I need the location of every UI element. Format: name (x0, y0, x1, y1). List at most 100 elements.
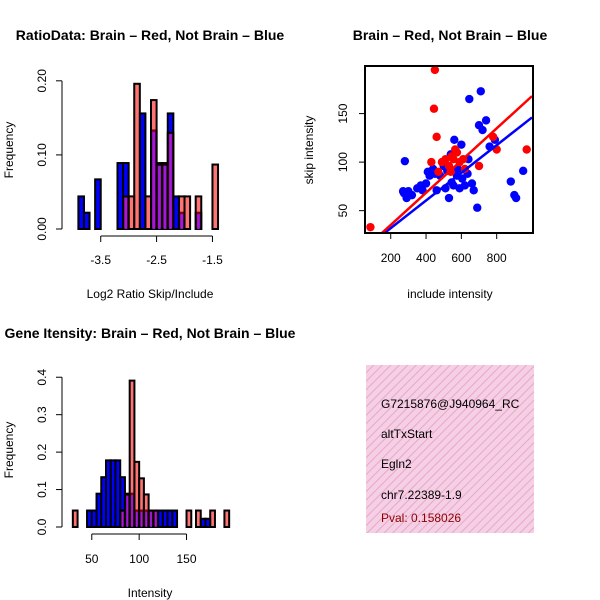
scatter-point-notbrain-8 (418, 186, 427, 195)
intensity-axes: 50 100 150 0.0 0.1 0.2 0.3 0.4 (35, 369, 197, 566)
intensity-bar-brain-10 (195, 509, 202, 528)
scatter-x-tick-label-1: 400 (416, 251, 436, 265)
event-type: altTxStart (381, 427, 433, 441)
intensity-y-tick-label-2: 0.2 (35, 443, 49, 460)
scatter-marks (366, 67, 532, 232)
scatter-y-tick-label-0: 50 (336, 204, 350, 218)
intensity-x-tick-label-1: 100 (129, 552, 149, 566)
scatter-point-notbrain-45 (511, 193, 521, 203)
intensity-bar-brain-0 (71, 509, 79, 528)
ratio-ylabel: Frequency (2, 122, 16, 179)
intensity-bar-overlap-12 (145, 512, 148, 527)
ratio-bar-brain-9 (183, 195, 192, 230)
scatter-plot: Brain – Red, Not Brain – Blue 200 400 600 8… (302, 27, 547, 301)
intensity-bar-overlap-7 (121, 512, 124, 527)
scatter-point-notbrain-23 (450, 135, 459, 144)
ratio-x-tick-label-0: -3.5 (90, 253, 111, 267)
ratio-bar-overlap-11 (180, 214, 184, 229)
intensity-bar-overlap-8 (126, 495, 129, 527)
scatter-fit-notbrain (383, 116, 532, 232)
info-box-background (366, 365, 534, 533)
intensity-histogram: Gene Itensity: Brain – Red, Not Brain – … (2, 325, 296, 600)
scatter-fit-brain (381, 95, 532, 232)
ratio-x-tick-label-2: -1.5 (202, 253, 223, 267)
intensity-x-tick-label-2: 150 (177, 552, 197, 566)
scatter-point-notbrain-46 (518, 166, 528, 176)
probe-id: G7215876@J940964_RC (381, 397, 520, 411)
intensity-bar-brain-12 (223, 509, 231, 528)
scatter-point-brain-1 (427, 157, 436, 167)
scatter-point-brain-3 (430, 67, 440, 75)
intensity-bars (71, 379, 231, 529)
scatter-point-brain-4 (432, 132, 441, 142)
ratio-bar-notbrain-2 (94, 178, 102, 230)
ratio-histogram: RatioData: Brain – Red, Not Brain – Blue… (2, 27, 284, 301)
scatter-point-notbrain-30 (460, 181, 470, 190)
scatter-point-notbrain-28 (457, 140, 466, 149)
intensity-bar-overlap-13 (150, 512, 152, 527)
scatter-point-notbrain-39 (478, 125, 487, 135)
scatter-point-notbrain-29 (458, 174, 467, 183)
scatter-point-notbrain-34 (467, 179, 477, 188)
scatter-point-notbrain-5 (407, 190, 417, 200)
intensity-bar-overlap-11 (140, 512, 143, 527)
scatter-point-brain-17 (474, 161, 484, 171)
intensity-x-tick-label-0: 50 (85, 552, 99, 566)
ratio-xlabel: Log2 Ratio Skip/Include (87, 287, 214, 301)
ratio-bar-overlap-12 (197, 214, 200, 229)
genomic-location: chr7.22389-1.9 (381, 488, 462, 502)
scatter-point-notbrain-2 (400, 156, 410, 166)
ratio-x-tick-label-1: -2.5 (146, 253, 167, 267)
ratio-y-tick-label-2: 0.20 (35, 69, 49, 93)
scatter-point-notbrain-38 (476, 87, 485, 96)
scatter-point-notbrain-19 (444, 193, 454, 203)
ratio-bars (77, 82, 220, 231)
scatter-point-notbrain-40 (481, 116, 491, 125)
ratio-bar-overlap-8 (163, 166, 167, 229)
scatter-points (366, 67, 532, 232)
ratio-bar-brain-2 (133, 82, 141, 230)
pval-label: Pval: 0.158026 (381, 511, 461, 525)
intensity-bar-overlap-9 (131, 495, 133, 527)
intensity-ylabel: Frequency (2, 422, 16, 479)
ratio-bar-overlap-6 (152, 131, 156, 229)
intensity-y-tick-label-4: 0.4 (35, 369, 49, 386)
scatter-point-brain-20 (522, 145, 531, 154)
intensity-bar-overlap-10 (135, 512, 138, 527)
intensity-bar-notbrain-18 (171, 509, 179, 528)
intensity-y-tick-label-3: 0.3 (35, 406, 49, 423)
scatter-x-tick-label-3: 800 (487, 251, 507, 265)
ratio-bar-overlap-9 (169, 134, 172, 229)
scatter-point-brain-0 (366, 222, 375, 232)
scatter-x-tick-label-0: 200 (381, 251, 401, 265)
intensity-bar-overlap-14 (154, 512, 157, 527)
scatter-point-brain-5 (434, 167, 443, 177)
scatter-point-notbrain-9 (421, 179, 431, 188)
gene-name: Egln2 (381, 457, 412, 471)
scatter-point-notbrain-43 (506, 177, 516, 186)
ratio-bar-overlap-4 (124, 197, 128, 229)
scatter-point-brain-13 (452, 148, 462, 157)
ratio-bar-brain-11 (211, 163, 220, 230)
ratio-axes: -3.5 -2.5 -1.5 0.00 0.10 0.20 (35, 69, 223, 267)
intensity-bar-brain-11 (209, 509, 216, 528)
scatter-point-notbrain-33 (465, 94, 474, 104)
intensity-bar-brain-9 (185, 509, 193, 528)
scatter-y-tick-label-2: 150 (336, 103, 350, 123)
scatter-title: Brain – Red, Not Brain – Blue (353, 27, 548, 43)
ratio-y-tick-label-1: 0.10 (35, 143, 49, 167)
scatter-axes: 200 400 600 800 50 100 150 (336, 103, 507, 265)
ratio-title: RatioData: Brain – Red, Not Brain – Blue (16, 27, 285, 43)
ratio-bar-overlap-7 (158, 166, 161, 229)
info-box: G7215876@J940964_RC altTxStart Egln2 chr… (366, 365, 534, 533)
scatter-point-notbrain-35 (469, 186, 478, 195)
scatter-y-tick-label-1: 100 (336, 152, 350, 172)
scatter-frame (364, 65, 534, 234)
scatter-ylabel: skip intensity (302, 116, 316, 185)
intensity-title: Gene Itensity: Brain – Red, Not Brain – … (5, 325, 296, 341)
scatter-point-brain-2 (429, 104, 439, 113)
intensity-y-tick-label-0: 0.0 (35, 518, 49, 535)
ratio-bar-notbrain-1 (82, 211, 91, 230)
intensity-xlabel: Intensity (128, 586, 173, 600)
